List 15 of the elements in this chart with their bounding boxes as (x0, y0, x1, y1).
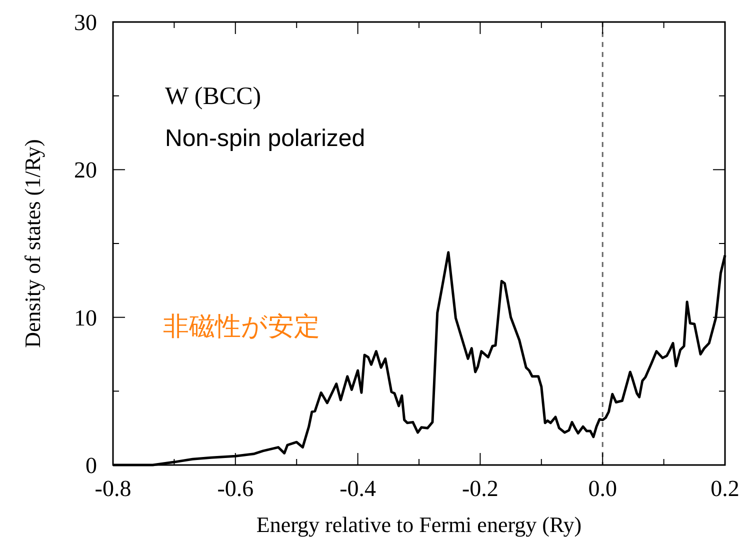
y-tick-label: 10 (74, 305, 97, 330)
y-tick-label: 0 (86, 453, 97, 478)
y-tick-label: 30 (74, 10, 97, 35)
x-tick-label: 0.2 (710, 476, 740, 501)
annotation: W (BCC) (165, 83, 262, 110)
y-tick-label: 20 (74, 158, 97, 183)
annotation: 非磁性が安定 (163, 311, 320, 341)
y-axis-title: Density of states (1/Ry) (20, 139, 45, 348)
x-tick-label: -0.6 (217, 476, 254, 501)
x-tick-label: -0.2 (462, 476, 498, 501)
annotation: Non-spin polarized (165, 125, 366, 152)
x-axis-title: Energy relative to Fermi energy (Ry) (256, 512, 582, 537)
x-tick-label: -0.8 (94, 476, 132, 501)
x-tick-label: -0.4 (340, 476, 376, 501)
x-tick-label: 0.0 (588, 476, 617, 501)
